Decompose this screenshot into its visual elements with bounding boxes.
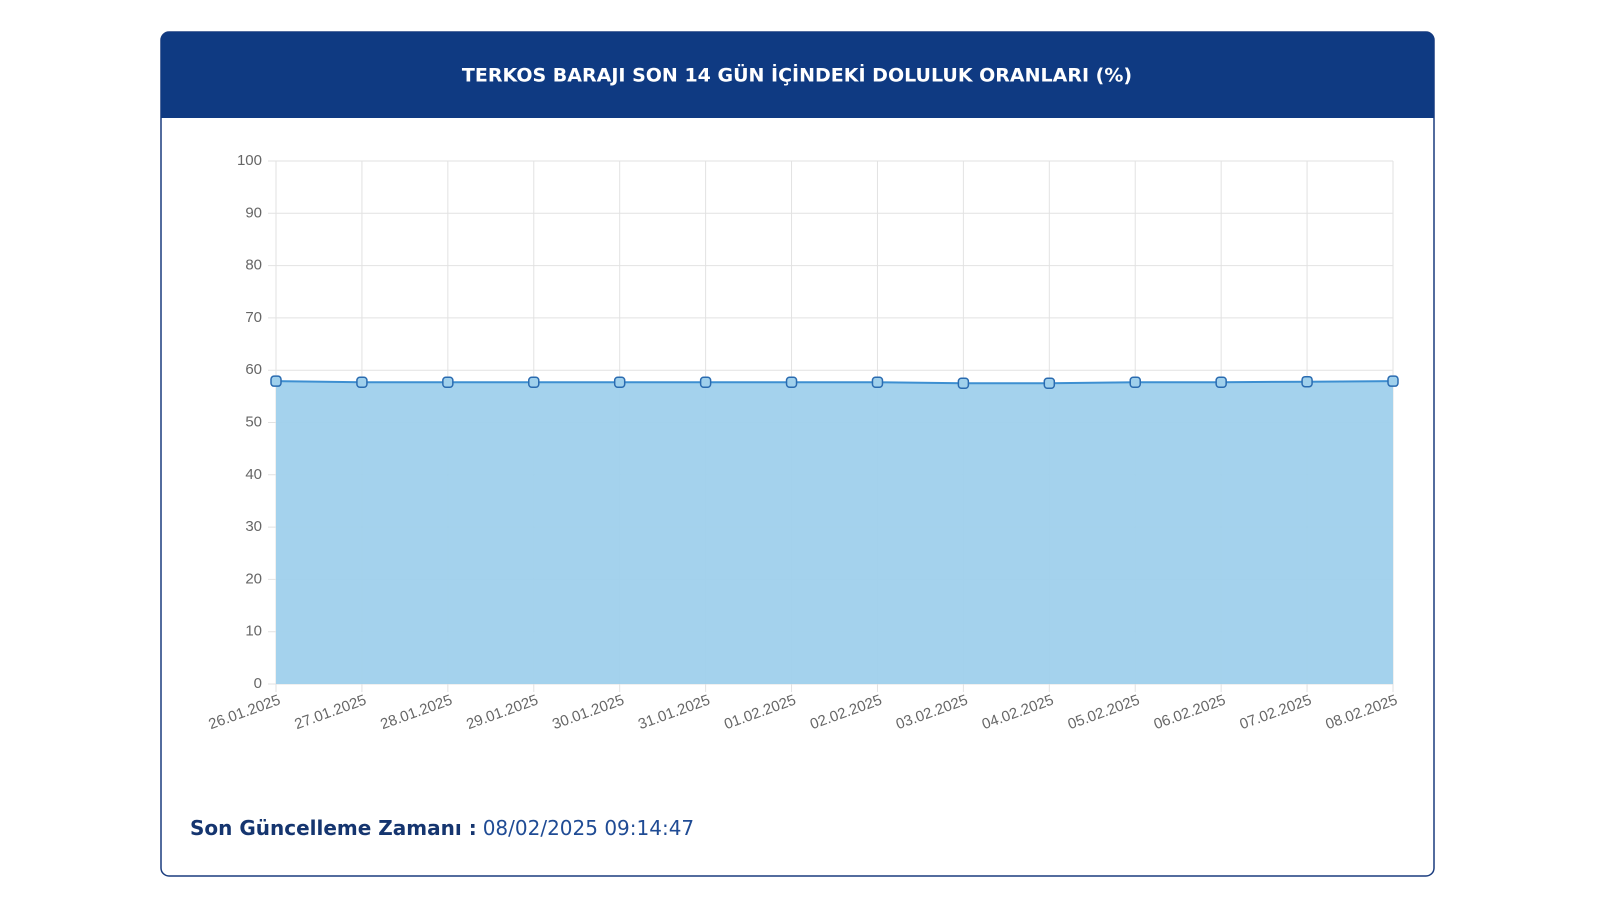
- point: [1129, 376, 1141, 388]
- point: [1387, 375, 1399, 387]
- y-tick-label: 90: [245, 204, 262, 221]
- point: [699, 376, 712, 388]
- point: [871, 376, 884, 388]
- point: [1301, 375, 1313, 388]
- card-header: [161, 32, 1434, 118]
- y-tick-label: 100: [237, 152, 262, 169]
- footer-label: Son Güncelleme Zamanı :: [190, 816, 477, 840]
- footer: Son Güncelleme Zamanı :08/02/2025 09:14:…: [190, 816, 694, 840]
- y-tick-label: 10: [245, 623, 262, 640]
- point: [613, 376, 626, 388]
- y-tick-label: 60: [245, 361, 262, 378]
- point: [356, 376, 368, 388]
- point: [270, 375, 282, 387]
- point: [528, 376, 540, 388]
- y-tick-label: 80: [245, 257, 262, 274]
- chart-title: TERKOS BARAJI SON 14 GÜN İÇİNDEKİ DOLULU…: [462, 63, 1132, 87]
- point: [785, 376, 798, 388]
- y-tick-label: 20: [245, 570, 262, 587]
- point: [442, 376, 454, 388]
- y-tick-label: 30: [245, 518, 262, 535]
- point: [1043, 377, 1056, 390]
- y-tick-label: 0: [254, 675, 262, 692]
- line: [275, 380, 1394, 385]
- y-tick-label: 70: [245, 309, 262, 326]
- point: [957, 377, 970, 390]
- point: [1215, 376, 1227, 388]
- y-tick-label: 50: [245, 413, 262, 430]
- area: [276, 381, 1393, 684]
- footer-value: 08/02/2025 09:14:47: [483, 816, 694, 840]
- y-tick-label: 40: [245, 466, 262, 483]
